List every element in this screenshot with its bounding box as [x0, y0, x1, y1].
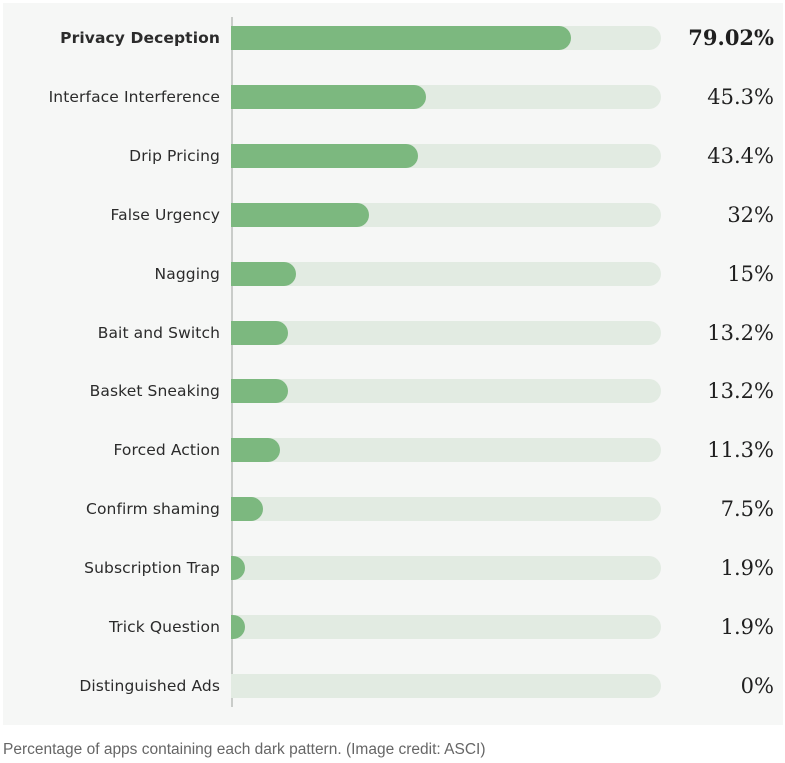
- bar-row: Nagging 15%: [3, 261, 783, 287]
- category-label: False Urgency: [110, 205, 220, 224]
- bar-track: [231, 615, 661, 639]
- bar-row: Interface Interference 45.3%: [3, 84, 783, 110]
- bar: [231, 320, 288, 345]
- bar-row: Subscription Trap 1.9%: [3, 555, 783, 581]
- bar: [231, 379, 288, 404]
- value-label: 13.2%: [707, 379, 774, 404]
- category-label: Drip Pricing: [129, 146, 220, 165]
- bar-track: [231, 379, 661, 404]
- bar-track: [231, 320, 661, 345]
- image-caption: Percentage of apps containing each dark …: [3, 741, 486, 758]
- bar: [231, 143, 418, 168]
- bar-row: Bait and Switch 13.2%: [3, 320, 783, 346]
- bar-track: [231, 556, 661, 581]
- bar: [231, 438, 280, 463]
- category-axis-line: [231, 17, 233, 707]
- bar-row: Drip Pricing 43.4%: [3, 143, 783, 169]
- value-label: 0%: [740, 673, 774, 698]
- bar-track: [231, 673, 661, 698]
- value-label: 13.2%: [707, 320, 774, 345]
- bar-track: [231, 438, 661, 463]
- bar-track: [231, 84, 661, 109]
- value-label: 43.4%: [707, 143, 774, 168]
- category-label: Nagging: [154, 264, 220, 283]
- value-label: 11.3%: [707, 438, 774, 463]
- bar-row: Forced Action 11.3%: [3, 437, 783, 463]
- category-label: Basket Sneaking: [89, 382, 220, 401]
- value-label: 32%: [727, 202, 774, 227]
- bar-row: Privacy Deception 79.02%: [3, 25, 783, 51]
- bar-row: Confirm shaming 7.5%: [3, 496, 783, 522]
- bar-track: [231, 497, 661, 522]
- bar: [231, 202, 369, 227]
- bar: [231, 26, 571, 50]
- bar-row: Distinguished Ads 0%: [3, 673, 783, 699]
- bar: [231, 261, 296, 286]
- bar: [231, 497, 264, 522]
- category-label: Subscription Trap: [84, 559, 220, 578]
- value-label: 15%: [727, 261, 774, 286]
- chart-panel: Privacy Deception 79.02% Interface Interfe…: [3, 3, 783, 725]
- bar-track: [231, 26, 661, 50]
- value-label: 7.5%: [720, 497, 774, 522]
- bar-row: Trick Question 1.9%: [3, 614, 783, 640]
- bar: [231, 615, 245, 639]
- bar: [231, 556, 245, 581]
- bar-row: Basket Sneaking 13.2%: [3, 378, 783, 404]
- category-label: Privacy Deception: [60, 29, 220, 47]
- value-label: 1.9%: [720, 615, 774, 639]
- bar-row: False Urgency 32%: [3, 202, 783, 228]
- value-label: 79.02%: [688, 25, 774, 50]
- category-label: Confirm shaming: [86, 500, 220, 519]
- category-label: Trick Question: [108, 618, 220, 636]
- bar: [231, 84, 426, 109]
- category-label: Bait and Switch: [97, 323, 220, 342]
- category-label: Forced Action: [113, 441, 220, 460]
- bar-track: [231, 143, 661, 168]
- bar-track: [231, 261, 661, 286]
- bar-track: [231, 202, 661, 227]
- category-label: Interface Interference: [48, 87, 220, 106]
- value-label: 1.9%: [720, 556, 774, 581]
- category-label: Distinguished Ads: [79, 676, 220, 695]
- value-label: 45.3%: [707, 84, 774, 109]
